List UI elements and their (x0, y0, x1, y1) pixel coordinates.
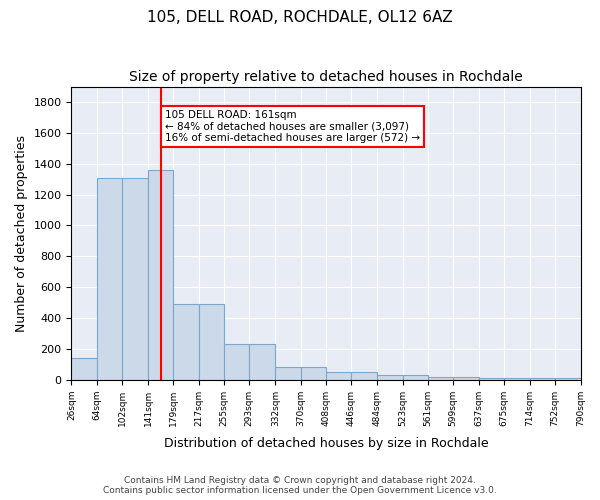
Bar (97, 178, 122, 380)
Bar (403, 375, 428, 380)
Bar (199, 304, 224, 380)
Bar (301, 366, 326, 380)
Bar (122, 178, 148, 380)
Bar (351, 372, 377, 380)
Text: Contains HM Land Registry data © Crown copyright and database right 2024.
Contai: Contains HM Land Registry data © Crown c… (103, 476, 497, 495)
Bar (504, 378, 530, 380)
Y-axis label: Number of detached properties: Number of detached properties (15, 134, 28, 332)
Bar (555, 378, 581, 380)
Title: Size of property relative to detached houses in Rochdale: Size of property relative to detached ho… (129, 70, 523, 84)
Bar (148, 170, 173, 380)
Bar (377, 375, 403, 380)
Text: 105 DELL ROAD: 161sqm
← 84% of detached houses are smaller (3,097)
16% of semi-d: 105 DELL ROAD: 161sqm ← 84% of detached … (164, 110, 420, 143)
Bar (453, 376, 479, 380)
Bar (224, 344, 250, 380)
Bar (428, 376, 453, 380)
Text: 105, DELL ROAD, ROCHDALE, OL12 6AZ: 105, DELL ROAD, ROCHDALE, OL12 6AZ (147, 10, 453, 25)
Bar (479, 378, 504, 380)
Bar (71, 358, 97, 380)
X-axis label: Distribution of detached houses by size in Rochdale: Distribution of detached houses by size … (164, 437, 488, 450)
Bar (530, 378, 555, 380)
Bar (173, 304, 199, 380)
Bar (275, 366, 301, 380)
Bar (250, 344, 275, 380)
Bar (326, 372, 351, 380)
